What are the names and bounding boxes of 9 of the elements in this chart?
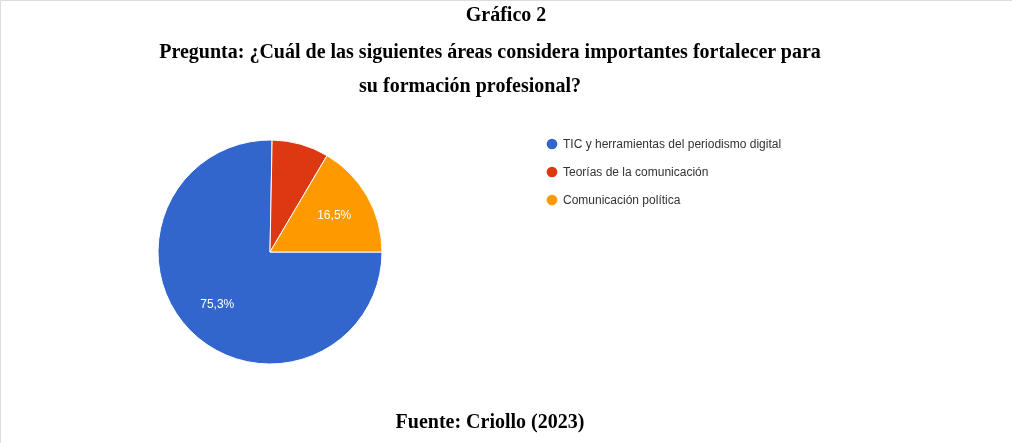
- chart-title: Gráfico 2: [465, 3, 547, 25]
- chart-subtitle: Pregunta: ¿Cuál de las siguientes áreas considera importantes fortalecer para su formación profesional?: [159, 40, 821, 97]
- legend-label: Comunicación política: [563, 193, 681, 207]
- data-label: 16,5%: [317, 208, 352, 223]
- legend-label: TIC y herramientas del periodismo digital: [563, 137, 782, 151]
- data-label: 75,3%: [200, 296, 235, 311]
- source-note: Fuente: Criollo (2023): [395, 410, 585, 433]
- legend-label: Teorías de la comunicación: [563, 165, 709, 179]
- pie-slice: [157, 139, 383, 365]
